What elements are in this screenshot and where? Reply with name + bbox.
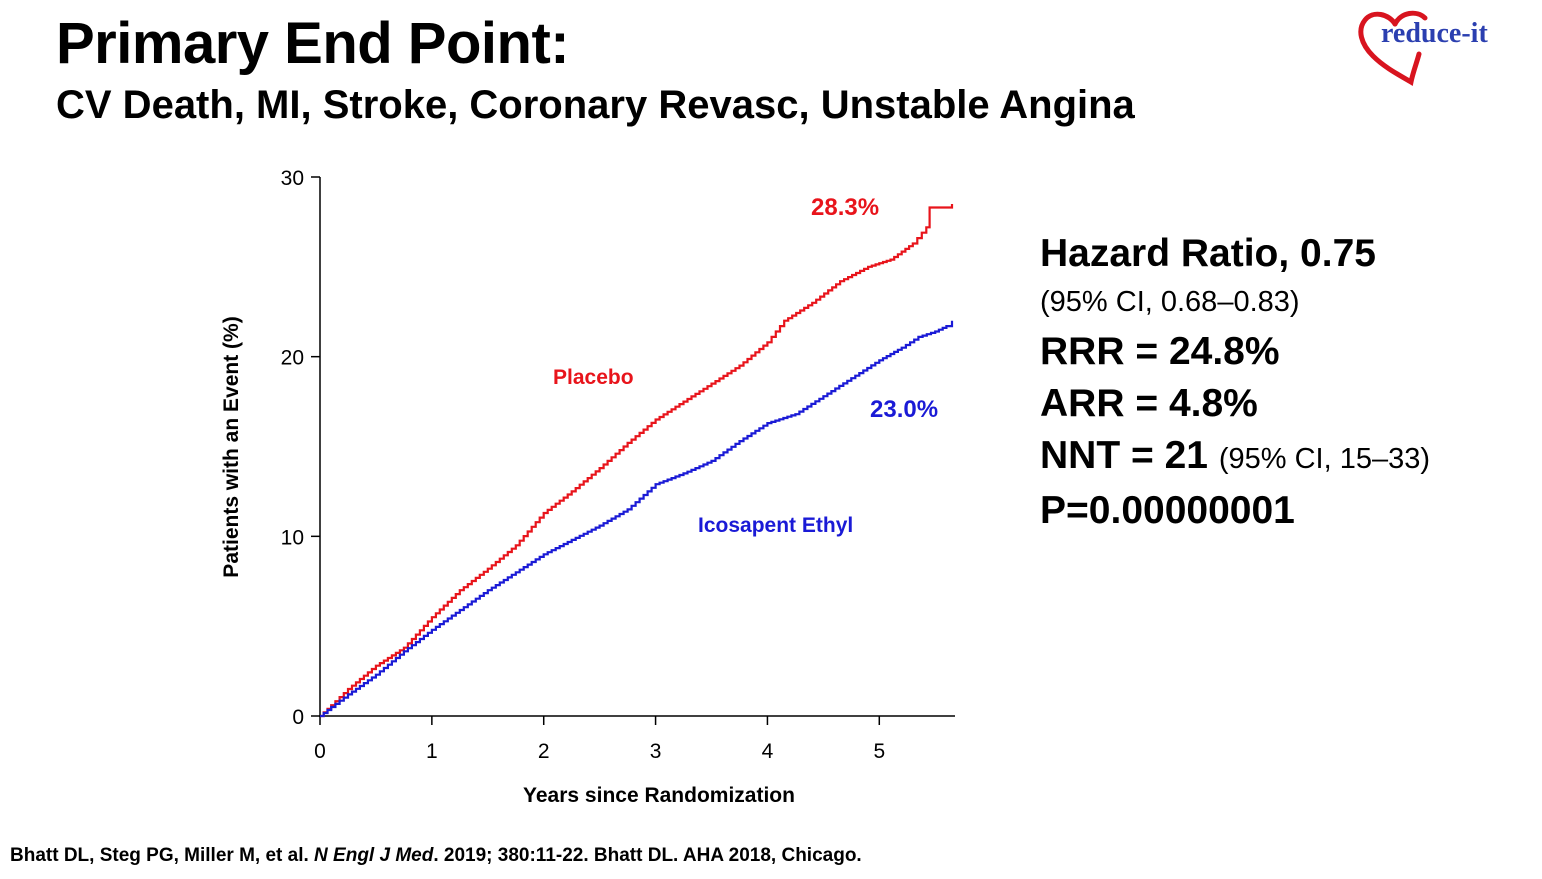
citation-rest: . 2019; 380:11-22. Bhatt DL. AHA 2018, C…: [433, 845, 862, 866]
rrr: RRR = 24.8%: [1040, 330, 1280, 373]
x-axis-label: Years since Randomization: [523, 784, 795, 807]
kaplan-meier-chart: 0 1 2 3 4 5 0 10 20 30 Patients with an Event (%)…: [220, 167, 955, 807]
logo-text: reduce-it: [1381, 18, 1488, 49]
slide-title: Primary End Point:: [56, 11, 570, 76]
x-tick-label: 3: [650, 740, 662, 763]
hazard-ratio: Hazard Ratio, 0.75: [1040, 232, 1376, 275]
nnt: NNT = 21: [1040, 434, 1208, 477]
x-tick-label: 1: [426, 740, 438, 763]
arr: ARR = 4.8%: [1040, 382, 1258, 425]
x-tick-label: 0: [314, 740, 326, 763]
y-tick-label: 20: [281, 347, 304, 370]
placebo-curve: [320, 204, 954, 718]
y-axis-label: Patients with an Event (%): [220, 316, 243, 577]
y-tick-label: 10: [281, 526, 304, 549]
reduce-it-logo: reduce-it: [1355, 8, 1540, 86]
stats-panel: Hazard Ratio, 0.75 (95% CI, 0.68–0.83) R…: [1040, 228, 1430, 537]
x-tick-label: 2: [538, 740, 550, 763]
x-tick-label: 4: [762, 740, 774, 763]
citation-authors: Bhatt DL, Steg PG, Miller M, et al.: [10, 845, 315, 866]
nnt-line: NNT = 21 (95% CI, 15–33): [1040, 430, 1430, 485]
hazard-ratio-ci: (95% CI, 0.68–0.83): [1040, 286, 1300, 318]
citation: Bhatt DL, Steg PG, Miller M, et al. N En…: [10, 845, 862, 867]
chart-series: [320, 204, 954, 718]
y-tick-label: 0: [292, 706, 304, 729]
icosapent-curve: [320, 320, 954, 718]
citation-journal: N Engl J Med: [314, 845, 434, 866]
icosapent-series-label: Icosapent Ethyl: [698, 514, 853, 537]
x-tick-label: 5: [873, 740, 885, 763]
nnt-ci: (95% CI, 15–33): [1218, 443, 1430, 475]
placebo-series-label: Placebo: [553, 366, 634, 389]
slide-subtitle: CV Death, MI, Stroke, Coronary Revasc, U…: [56, 83, 1135, 127]
icosapent-end-label: 23.0%: [870, 396, 938, 423]
heart-icon: [1358, 10, 1428, 86]
y-tick-label: 30: [281, 167, 304, 190]
p-value: P=0.00000001: [1040, 489, 1295, 532]
placebo-end-label: 28.3%: [811, 194, 879, 221]
chart-axes: 0 1 2 3 4 5 0 10 20 30: [281, 167, 955, 763]
